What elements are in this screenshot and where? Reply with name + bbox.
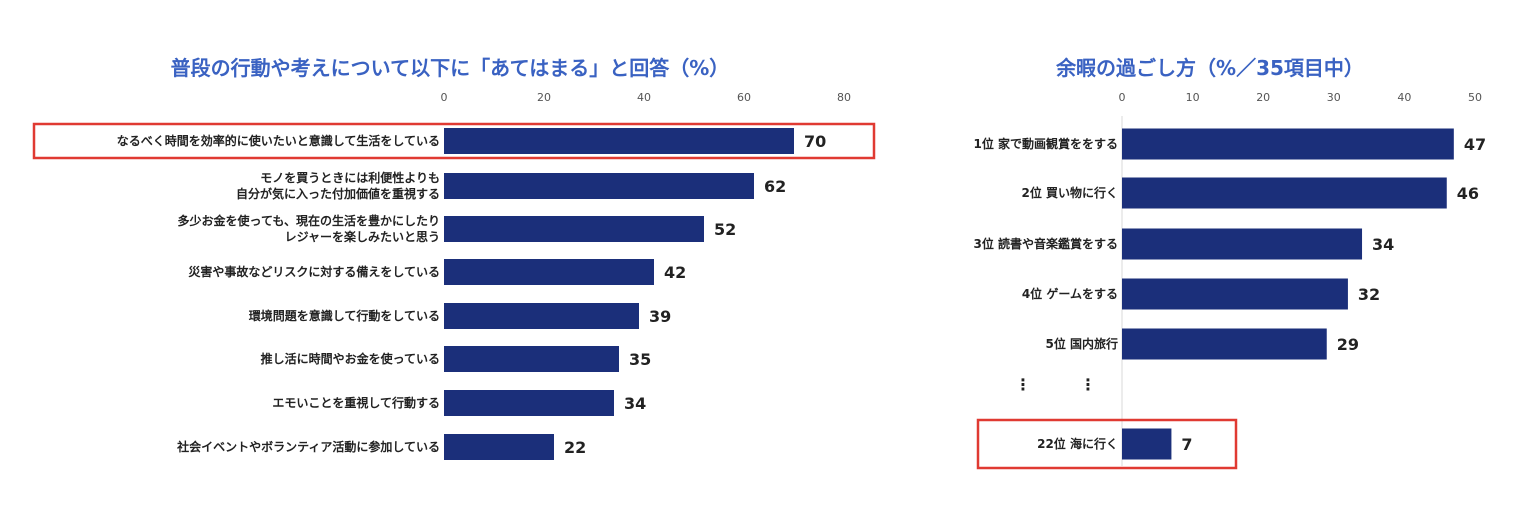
left-category-label: エモいことを重視して行動する (272, 395, 440, 410)
right-tick-label: 0 (1119, 91, 1126, 104)
left-value-label: 34 (624, 394, 646, 413)
left-category-label: モノを買うときには利便性よりも (260, 170, 440, 185)
left-value-label: 62 (764, 177, 786, 196)
right-value-label: 47 (1464, 135, 1486, 154)
right-ellipsis-mark: ⋮ (1080, 375, 1096, 394)
right-bar (1122, 328, 1327, 360)
left-bar (444, 346, 619, 372)
left-value-label: 22 (564, 438, 586, 457)
left-bar (444, 259, 654, 285)
right-bar (1122, 228, 1363, 260)
left-value-label: 35 (629, 350, 651, 369)
left-category-label: レジャーを楽しみたいと思う (285, 229, 440, 244)
left-value-label: 70 (804, 132, 826, 151)
left-highlight-box (32, 122, 876, 160)
left-value-label: 42 (664, 263, 686, 282)
left-value-label: 52 (714, 220, 736, 239)
right-category-label: 5位 国内旅行 (1045, 336, 1118, 351)
right-bar (1122, 128, 1454, 160)
right-tick-label: 20 (1256, 91, 1270, 104)
right-chart-svg: 0 10 20 30 40 50 47 1位 家で動画観賞ををする 46 2位 買い物に行く 34 3… (973, 91, 1486, 470)
left-category-label: 災害や事故などリスクに対する備えをしている (188, 264, 440, 279)
left-bar (444, 390, 614, 416)
left-category-label: 環境問題を意識して行動をしている (249, 308, 440, 323)
left-category-label: なるべく時間を効率的に使いたいと意識して生活をしている (117, 133, 440, 148)
right-category-label: 1位 家で動画観賞ををする (973, 136, 1118, 151)
right-highlight-box (976, 418, 1238, 470)
right-value-label: 46 (1457, 184, 1479, 203)
left-tick-label: 20 (537, 91, 551, 104)
right-bar (1122, 177, 1447, 209)
left-tick-label: 0 (441, 91, 448, 104)
left-category-label: 自分が気に入った付加価値を重視する (236, 186, 440, 201)
left-category-label: 社会イベントやボランティア活動に参加している (176, 439, 440, 454)
right-tick-label: 10 (1186, 91, 1200, 104)
left-chart-title: 普段の行動や考えについて以下に「あてはまる」と回答（%） (170, 56, 730, 80)
right-chart-title: 余暇の過ごし方（%／35項目中） (1056, 56, 1364, 80)
left-bar (444, 434, 554, 460)
right-category-label: 2位 買い物に行く (1021, 185, 1118, 200)
right-category-label: 22位 海に行く (1037, 436, 1118, 451)
left-category-label: 多少お金を使っても、現在の生活を豊かにしたり (178, 213, 440, 228)
right-value-label: 32 (1358, 285, 1380, 304)
left-chart-svg: 0 20 40 60 80 70 なるべく時間を効率的に使いたいと意識して生活をしている 62… (32, 91, 876, 460)
left-tick-label: 80 (837, 91, 851, 104)
right-value-label: 7 (1181, 435, 1192, 454)
left-value-label: 39 (649, 307, 671, 326)
right-category-label: 3位 読書や音楽鑑賞をする (973, 236, 1118, 251)
left-bar (444, 216, 704, 242)
left-tick-label: 60 (737, 91, 751, 104)
left-category-label: 推し活に時間やお金を使っている (261, 351, 440, 366)
left-chart-panel: 普段の行動や考えについて以下に「あてはまる」と回答（%） 0 20 40 60 80 70… (32, 56, 876, 460)
right-value-label: 34 (1372, 235, 1394, 254)
right-ellipsis-mark: ⋮ (1015, 375, 1031, 394)
right-bar (1122, 278, 1348, 310)
right-category-label: 4位 ゲームをする (1022, 286, 1118, 301)
right-bar (1122, 428, 1172, 460)
right-tick-label: 30 (1327, 91, 1341, 104)
left-bar (444, 173, 754, 199)
right-value-label: 29 (1337, 335, 1359, 354)
left-tick-label: 40 (637, 91, 651, 104)
right-tick-label: 40 (1397, 91, 1411, 104)
right-tick-label: 50 (1468, 91, 1482, 104)
right-chart-panel: 余暇の過ごし方（%／35項目中） 0 10 20 30 40 50 47 1位 家で動画観賞を… (900, 0, 1540, 520)
left-bar (444, 303, 639, 329)
left-bar (444, 128, 794, 154)
